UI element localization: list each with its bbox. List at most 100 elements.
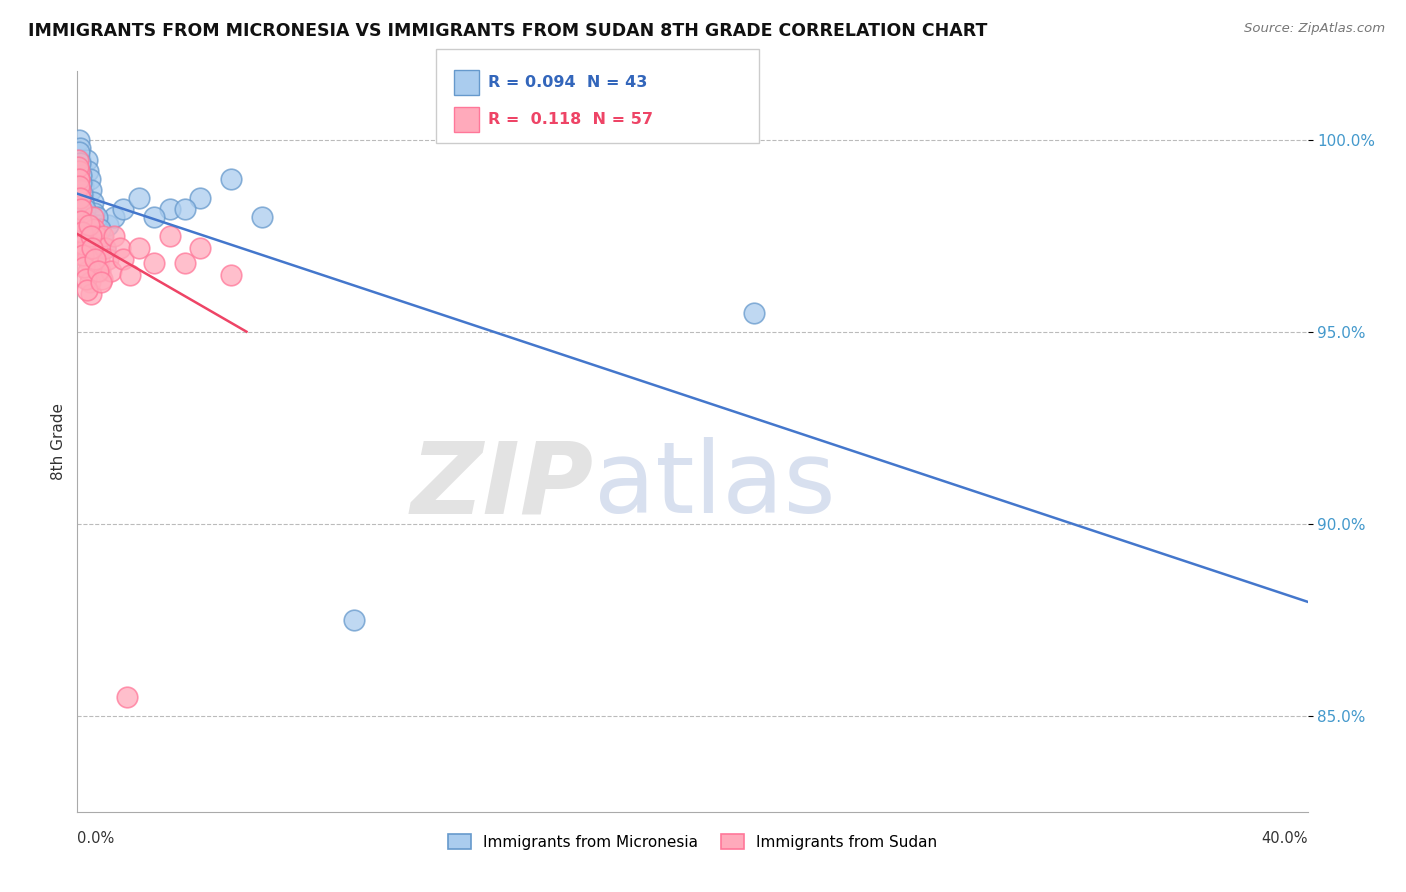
Point (84, 229, 107, 244)
Point (118, 268, 141, 282)
Point (67, 161, 90, 175)
Point (87, 252, 110, 267)
Point (143, 210, 166, 224)
Point (97, 218, 120, 232)
Point (84, 218, 107, 232)
Point (69, 168, 91, 182)
Point (115, 690, 138, 704)
Point (77, 218, 100, 232)
Point (69, 153, 91, 167)
Point (82, 241, 104, 255)
Point (80, 286, 103, 301)
Point (80, 183, 103, 197)
Point (82, 194, 104, 209)
Point (75, 241, 97, 255)
Point (69, 202, 91, 217)
Text: 40.0%: 40.0% (1261, 831, 1308, 846)
Point (250, 210, 273, 224)
Text: R = 0.094  N = 43: R = 0.094 N = 43 (488, 75, 647, 90)
Point (76, 252, 98, 267)
Point (94, 241, 117, 255)
Point (66, 153, 89, 167)
Point (100, 264, 122, 278)
Point (70, 214, 93, 228)
Point (83, 206, 105, 220)
Point (219, 268, 242, 282)
Point (70, 214, 93, 228)
Text: Source: ZipAtlas.com: Source: ZipAtlas.com (1244, 22, 1385, 36)
Point (70, 187, 93, 202)
Point (72, 194, 94, 209)
Text: R =  0.118  N = 57: R = 0.118 N = 57 (488, 112, 652, 127)
Point (72, 237, 94, 252)
Point (90, 229, 114, 244)
Point (73, 202, 96, 217)
Point (73, 218, 96, 232)
Point (69, 141, 91, 155)
Point (110, 241, 132, 255)
Point (87, 218, 110, 232)
Point (112, 252, 135, 267)
Text: 0.0%: 0.0% (77, 831, 114, 846)
Point (103, 210, 125, 224)
Point (70, 176, 93, 190)
Point (112, 202, 135, 217)
Point (70, 161, 93, 175)
Point (76, 214, 98, 228)
Point (174, 202, 197, 217)
Point (742, 306, 765, 320)
Point (97, 252, 120, 267)
Point (79, 171, 101, 186)
Point (69, 191, 91, 205)
Point (219, 171, 242, 186)
Point (69, 191, 91, 205)
Y-axis label: 8th Grade: 8th Grade (51, 403, 66, 480)
Point (87, 264, 110, 278)
Point (73, 199, 96, 213)
Point (79, 276, 101, 290)
Point (72, 237, 94, 252)
Point (79, 229, 101, 244)
Point (128, 191, 150, 205)
Point (69, 179, 91, 194)
Point (72, 179, 94, 194)
Point (143, 256, 166, 270)
Point (69, 183, 91, 197)
Point (67, 171, 90, 186)
Point (72, 248, 94, 262)
Point (67, 164, 90, 178)
Point (82, 210, 104, 224)
Text: IMMIGRANTS FROM MICRONESIA VS IMMIGRANTS FROM SUDAN 8TH GRADE CORRELATION CHART: IMMIGRANTS FROM MICRONESIA VS IMMIGRANTS… (28, 22, 987, 40)
Point (76, 153, 98, 167)
Point (77, 164, 100, 178)
Point (67, 145, 90, 159)
Legend: Immigrants from Micronesia, Immigrants from Sudan: Immigrants from Micronesia, Immigrants f… (441, 828, 943, 856)
Point (70, 226, 93, 240)
Point (89, 264, 111, 278)
Point (67, 171, 90, 186)
Point (128, 241, 150, 255)
Point (90, 271, 114, 285)
Point (84, 252, 107, 267)
Point (94, 241, 117, 255)
Point (103, 229, 125, 244)
Point (73, 206, 96, 220)
Point (73, 229, 96, 244)
Point (70, 202, 93, 217)
Point (86, 210, 108, 224)
Point (70, 171, 93, 186)
Point (79, 226, 101, 240)
Point (76, 283, 98, 297)
Point (77, 264, 100, 278)
Point (72, 187, 94, 202)
Point (343, 613, 366, 627)
Point (69, 156, 91, 170)
Text: ZIP: ZIP (411, 437, 595, 534)
Point (75, 214, 97, 228)
Point (67, 133, 90, 147)
Point (93, 229, 115, 244)
Point (174, 256, 197, 270)
Point (72, 248, 94, 262)
Point (89, 221, 111, 235)
Point (75, 271, 97, 285)
